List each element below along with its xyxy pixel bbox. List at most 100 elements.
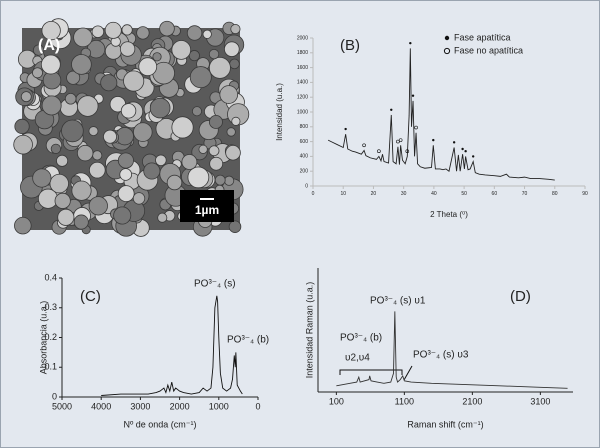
grain xyxy=(171,40,192,60)
grain xyxy=(88,161,106,179)
annotation: PO³⁻₄ (s) υ1 xyxy=(370,296,426,307)
annotation: PO³⁻₄ (b) xyxy=(227,335,269,346)
grain xyxy=(49,173,69,194)
grain xyxy=(123,70,145,92)
grain xyxy=(166,174,183,191)
sem-image xyxy=(13,18,250,237)
data-line xyxy=(101,295,243,396)
grain xyxy=(119,168,133,181)
y-tick-label: 0.2 xyxy=(44,332,57,342)
bracket xyxy=(339,369,403,375)
annotation: υ2,υ4 xyxy=(345,353,370,364)
grain xyxy=(219,85,239,104)
panel-label: (D) xyxy=(510,288,531,305)
grain xyxy=(57,208,75,226)
grain xyxy=(155,154,167,167)
panel-label: (C) xyxy=(80,288,101,305)
x-tick-label: 0 xyxy=(312,191,315,197)
data-line xyxy=(336,311,568,389)
grain xyxy=(191,106,202,117)
y-tick-label: 800 xyxy=(300,124,309,130)
grain xyxy=(225,144,241,161)
grain xyxy=(187,166,210,189)
grain xyxy=(76,144,94,162)
marker-circle xyxy=(377,149,381,154)
x-axis-label: Nº de onda (cm⁻¹) xyxy=(123,419,196,429)
grain xyxy=(88,126,99,137)
y-tick-label: 0 xyxy=(305,183,308,189)
x-tick-label: 40 xyxy=(431,191,437,197)
grain xyxy=(224,175,235,186)
x-tick-label: 2000 xyxy=(170,402,190,412)
grain xyxy=(32,168,52,188)
y-tick-label: 200 xyxy=(300,169,309,175)
grain xyxy=(189,66,212,89)
grain xyxy=(71,54,92,75)
grain xyxy=(14,216,32,235)
marker-dot xyxy=(461,147,464,151)
grain xyxy=(152,52,162,62)
grain xyxy=(100,74,118,92)
grain xyxy=(224,41,240,57)
arrow xyxy=(403,365,413,381)
panel-label: (A) xyxy=(38,37,60,54)
grain xyxy=(103,129,117,144)
x-tick-label: 30 xyxy=(401,191,407,197)
grain xyxy=(208,115,223,129)
marker-dot xyxy=(464,150,467,153)
x-tick-label: 3100 xyxy=(530,397,550,407)
grain xyxy=(76,95,99,117)
grain xyxy=(159,20,175,37)
grain xyxy=(91,25,105,38)
y-axis-label: Intensidad Raman (u.a.) xyxy=(304,282,314,379)
y-tick-label: 0.3 xyxy=(44,302,57,312)
legend-symbol xyxy=(443,47,451,55)
grain xyxy=(133,122,153,142)
grain xyxy=(230,23,241,35)
marker-dot xyxy=(471,155,475,158)
grain xyxy=(13,134,33,155)
grain xyxy=(208,145,220,157)
legend-label: Fase no apatítica xyxy=(454,45,523,55)
annotation: PO³⁻₄ (s) xyxy=(194,279,236,290)
marker-dot xyxy=(452,141,456,144)
x-tick-label: 20 xyxy=(371,191,377,197)
x-tick-label: 60 xyxy=(492,191,498,197)
y-tick-label: 1000 xyxy=(297,109,308,115)
grain xyxy=(41,95,62,116)
y-tick-label: 0 xyxy=(52,391,57,401)
scale-box xyxy=(180,190,234,222)
grain xyxy=(64,92,77,105)
annotation: PO³⁻₄ (b) xyxy=(340,333,382,344)
y-tick-label: 1800 xyxy=(297,50,308,56)
marker-circle xyxy=(414,125,418,130)
grain xyxy=(73,214,89,230)
marker-dot xyxy=(390,108,393,111)
legend-symbol xyxy=(444,35,450,41)
y-axis-label: Intensidad (u.a.) xyxy=(275,83,284,141)
grain xyxy=(132,192,146,205)
y-tick-label: 1600 xyxy=(297,65,308,71)
grain xyxy=(157,212,168,223)
x-tick-label: 80 xyxy=(552,191,558,197)
legend-label: Fase apatítica xyxy=(454,32,511,42)
grain xyxy=(186,25,203,41)
panel-label: (B) xyxy=(340,37,360,54)
grain xyxy=(88,196,108,216)
grain xyxy=(136,26,150,40)
grain xyxy=(208,48,220,60)
x-tick-label: 0 xyxy=(255,402,260,412)
x-tick-label: 1100 xyxy=(395,397,414,407)
grain xyxy=(92,150,103,161)
grain xyxy=(120,103,137,119)
grain xyxy=(119,41,136,57)
scale-label: 1µm xyxy=(195,203,219,217)
annotation: PO³⁻₄ (s) υ3 xyxy=(413,350,469,361)
grain xyxy=(181,154,198,170)
grain xyxy=(40,54,61,75)
x-tick-label: 10 xyxy=(340,191,346,197)
y-tick-label: 0.4 xyxy=(44,272,57,282)
x-tick-label: 90 xyxy=(582,191,588,197)
grain xyxy=(226,127,236,137)
